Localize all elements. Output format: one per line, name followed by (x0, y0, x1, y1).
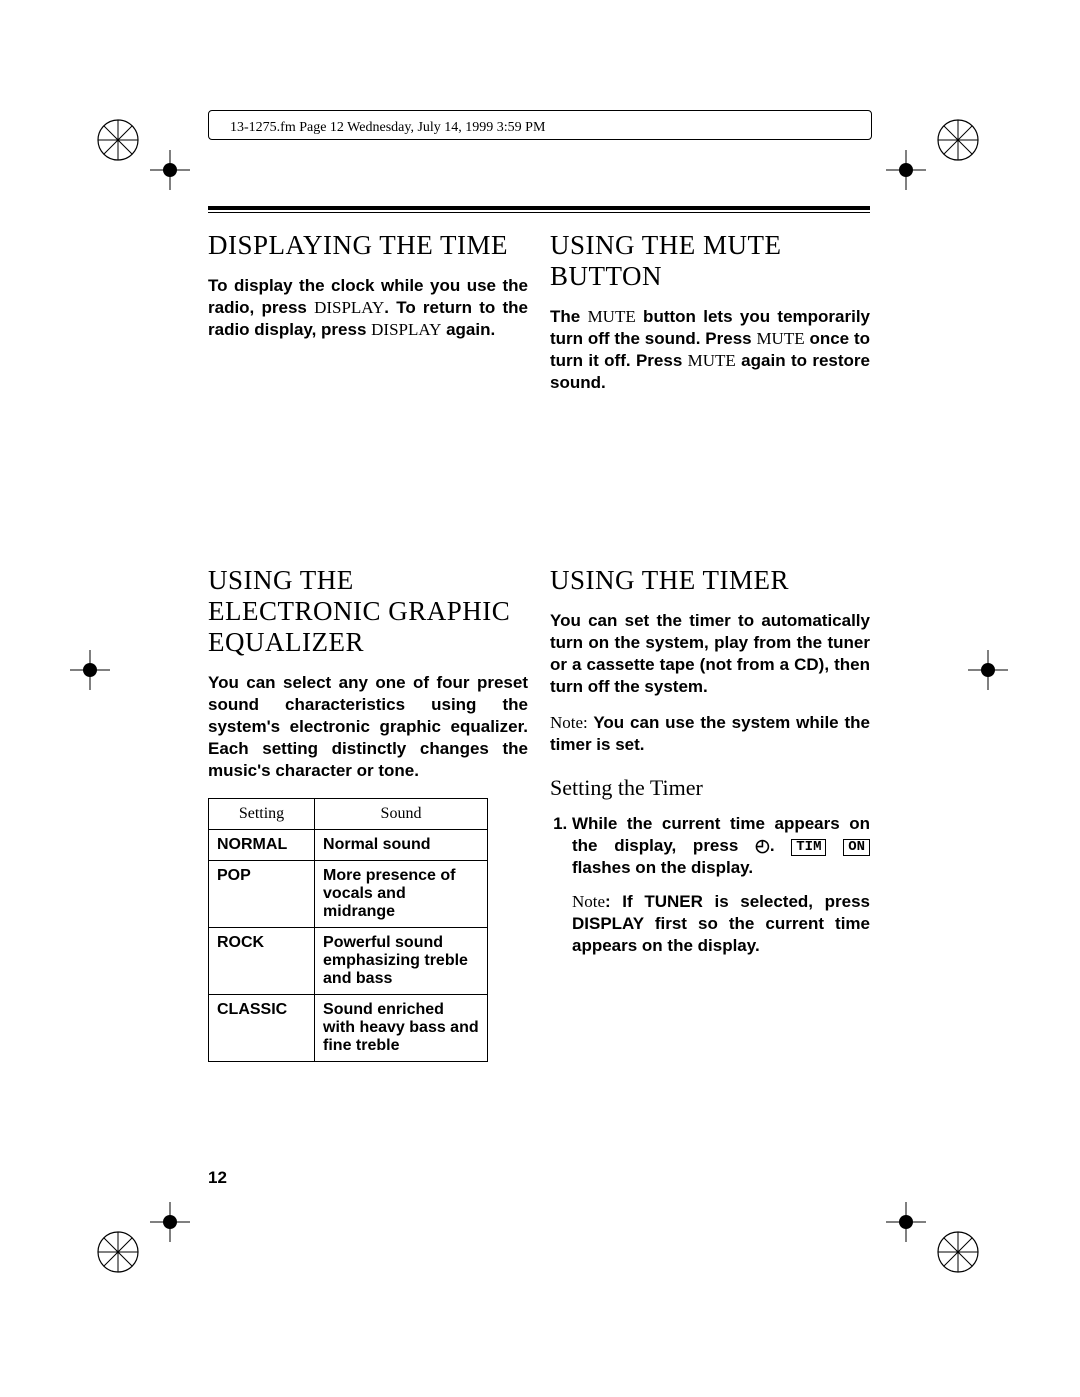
note-lead: Note (572, 892, 605, 911)
th-setting: Setting (209, 799, 315, 830)
para-mute: The MUTE button lets you temporarily tur… (550, 306, 870, 394)
note-timer: Note: You can use the system while the t… (550, 712, 870, 756)
table-row: ROCK Powerful sound emphasizing tre­ble … (209, 928, 488, 995)
page-number: 12 (208, 1168, 227, 1188)
th-sound: Sound (315, 799, 488, 830)
table-row: POP More presence of vocals and midrange (209, 861, 488, 928)
page: 13-1275.fm Page 12 Wednesday, July 14, 1… (0, 0, 1080, 1397)
para-timer: You can set the timer to automatically t… (550, 610, 870, 698)
header-text: 13-1275.fm Page 12 Wednesday, July 14, 1… (230, 120, 545, 136)
key-display: DISPLAY (314, 298, 384, 317)
reg-mark-right-mid (968, 650, 1008, 690)
reg-mark-left-mid (70, 650, 110, 690)
reg-mark-bottom-right-inner (886, 1202, 926, 1242)
text: flashes on the display. (572, 858, 753, 877)
key-display: DISPLAY (371, 320, 441, 339)
left-column-2: USING THE ELECTRONIC GRAPHIC EQUALIZER Y… (208, 565, 528, 1062)
left-column: DISPLAYING THE TIME To display the clock… (208, 230, 528, 355)
note-lead: Note: (550, 713, 588, 732)
text: again. (441, 320, 495, 339)
key-mute: MUTE (756, 329, 804, 348)
crop-mark-bottom-left (88, 1222, 148, 1282)
td-sound: Normal sound (315, 830, 488, 861)
para-equalizer: You can select any one of four preset so… (208, 672, 528, 782)
equalizer-table: Setting Sound NORMAL Normal sound POP Mo… (208, 798, 488, 1062)
display-indicator-on: ON (843, 839, 870, 856)
td-setting: ROCK (209, 928, 315, 995)
td-setting: CLASSIC (209, 995, 315, 1062)
text: is selected, press (703, 892, 870, 911)
reg-mark-top-right-inner (886, 150, 926, 190)
td-sound: Sound enriched with heavy bass and fine … (315, 995, 488, 1062)
td-setting: NORMAL (209, 830, 315, 861)
clock-icon: ◴ (755, 836, 770, 855)
text: You can use the system while the timer i… (550, 713, 870, 754)
table-row: NORMAL Normal sound (209, 830, 488, 861)
crop-mark-top-left (88, 110, 148, 170)
td-setting: POP (209, 861, 315, 928)
heading-displaying-time: DISPLAYING THE TIME (208, 230, 528, 261)
key-mute: MUTE (588, 307, 636, 326)
right-column: USING THE MUTE BUTTON The MUTE button le… (550, 230, 870, 408)
crop-mark-top-right (928, 110, 988, 170)
crop-mark-bottom-right (928, 1222, 988, 1282)
subheading-setting-timer: Setting the Timer (550, 775, 870, 801)
table-row: CLASSIC Sound enriched with heavy bass a… (209, 995, 488, 1062)
heading-mute: USING THE MUTE BUTTON (550, 230, 870, 292)
table-header-row: Setting Sound (209, 799, 488, 830)
double-rule (208, 206, 870, 213)
step-1-note: Note: If TUNER is selected, press DISPLA… (572, 891, 870, 957)
para-displaying-time: To display the clock while you use the r… (208, 275, 528, 341)
text (826, 836, 843, 855)
heading-timer: USING THE TIMER (550, 565, 870, 596)
text: . (770, 836, 791, 855)
right-column-2: USING THE TIMER You can set the timer to… (550, 565, 870, 957)
reg-mark-top-left-inner (150, 150, 190, 190)
td-sound: More presence of vocals and midrange (315, 861, 488, 928)
heading-equalizer: USING THE ELECTRONIC GRAPHIC EQUALIZER (208, 565, 528, 658)
display-indicator-tim: TIM (791, 839, 826, 856)
key-tuner: TUNER (644, 892, 703, 911)
step-1: While the current time appears on the di… (572, 813, 870, 879)
text: : If (605, 892, 644, 911)
key-mute: MUTE (688, 351, 736, 370)
steps-list: While the current time appears on the di… (550, 813, 870, 879)
reg-mark-bottom-left-inner (150, 1202, 190, 1242)
key-display: DISPLAY (572, 914, 644, 933)
text: The (550, 307, 588, 326)
td-sound: Powerful sound emphasizing tre­ble and b… (315, 928, 488, 995)
